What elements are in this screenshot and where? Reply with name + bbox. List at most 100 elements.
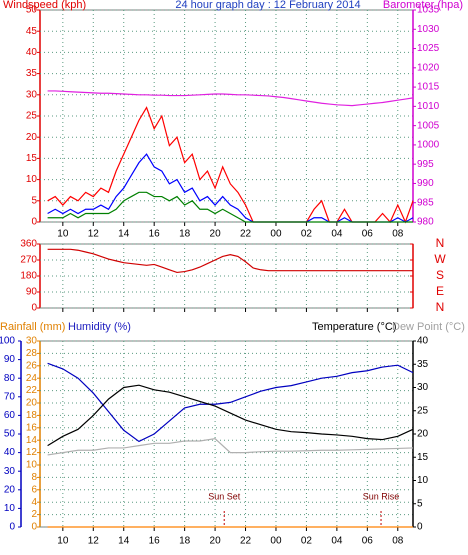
annotation-label: Sun Rise bbox=[363, 491, 400, 501]
y-tick-label: 20 bbox=[26, 132, 38, 143]
y-tick-label: 0 bbox=[31, 303, 37, 314]
y-tick-label: 180 bbox=[20, 271, 37, 282]
y2-tick-label: 1020 bbox=[417, 62, 440, 73]
x-tick-label: 18 bbox=[179, 536, 191, 547]
x-tick-label: 16 bbox=[149, 229, 161, 240]
y2-tick-label: 995 bbox=[417, 159, 434, 170]
y2-tick-label: 0 bbox=[417, 522, 423, 533]
x-tick-label: 18 bbox=[179, 229, 191, 240]
y2-tick-label: 985 bbox=[417, 197, 434, 208]
y2-tick-label: 35 bbox=[417, 359, 429, 370]
y-tick-label: 10 bbox=[26, 460, 38, 471]
x-tick-label: 22 bbox=[240, 536, 252, 547]
y3-tick-label: 50 bbox=[4, 429, 16, 440]
y2-tick-label: 1015 bbox=[417, 82, 440, 93]
y-tick-label: 30 bbox=[26, 89, 38, 100]
x-tick-label: 10 bbox=[57, 536, 69, 547]
y2-tick-label: S bbox=[436, 268, 444, 282]
y2-tick-label: 1010 bbox=[417, 101, 440, 112]
header-label: Temperature (°C) bbox=[312, 321, 396, 333]
x-tick-label: 16 bbox=[149, 536, 161, 547]
x-tick-label: 04 bbox=[331, 536, 343, 547]
y-tick-label: 40 bbox=[26, 47, 38, 58]
series-line bbox=[47, 90, 414, 107]
y3-tick-label: 40 bbox=[4, 447, 16, 458]
y-tick-label: 10 bbox=[26, 174, 38, 185]
y2-tick-label: W bbox=[434, 252, 446, 266]
y-tick-label: 2 bbox=[31, 509, 37, 520]
y2-tick-label: 1025 bbox=[417, 43, 440, 54]
series-line bbox=[47, 438, 414, 456]
x-tick-label: 22 bbox=[240, 229, 252, 240]
x-tick-label: 10 bbox=[57, 229, 69, 240]
y2-tick-label: 25 bbox=[417, 405, 429, 416]
x-tick-label: 04 bbox=[331, 229, 343, 240]
header-label: Windspeed (kph) bbox=[3, 0, 86, 11]
plot-frame bbox=[39, 9, 414, 223]
y2-tick-label: N bbox=[436, 236, 445, 250]
y3-tick-label: 90 bbox=[4, 354, 16, 365]
y2-tick-label: N bbox=[436, 300, 445, 314]
x-tick-label: 20 bbox=[210, 536, 222, 547]
x-tick-label: 00 bbox=[270, 536, 282, 547]
x-tick-label: 02 bbox=[301, 229, 313, 240]
y2-tick-label: 5 bbox=[417, 498, 423, 509]
x-tick-label: 20 bbox=[210, 229, 222, 240]
y2-tick-label: 990 bbox=[417, 178, 434, 189]
y3-tick-label: 100 bbox=[0, 336, 15, 347]
y-tick-label: 28 bbox=[26, 348, 38, 359]
y2-tick-label: 1005 bbox=[417, 120, 440, 131]
x-tick-label: 06 bbox=[362, 536, 374, 547]
header-label: Dew Point (°C) bbox=[392, 321, 465, 333]
x-tick-label: 02 bbox=[301, 536, 313, 547]
series-line bbox=[47, 362, 414, 443]
y-tick-label: 4 bbox=[31, 497, 37, 508]
plot-frame bbox=[39, 340, 414, 528]
x-tick-label: 00 bbox=[270, 229, 282, 240]
y-tick-label: 45 bbox=[26, 26, 38, 37]
y-tick-label: 5 bbox=[31, 195, 37, 206]
y2-tick-label: 1035 bbox=[417, 5, 440, 16]
y3-tick-label: 10 bbox=[4, 503, 16, 514]
y2-tick-label: 1030 bbox=[417, 24, 440, 35]
y-tick-label: 270 bbox=[20, 255, 37, 266]
y2-tick-label: 10 bbox=[417, 475, 429, 486]
series-line bbox=[47, 191, 413, 223]
series-line bbox=[47, 384, 414, 447]
y-tick-label: 26 bbox=[26, 360, 38, 371]
header-label: Barometer (hpa) bbox=[383, 0, 463, 11]
y-tick-label: 0 bbox=[31, 522, 37, 533]
y3-tick-label: 60 bbox=[4, 410, 16, 421]
y-tick-label: 14 bbox=[26, 435, 38, 446]
annotation-label: Sun Set bbox=[208, 491, 241, 501]
y2-tick-label: 980 bbox=[417, 217, 434, 228]
y3-tick-label: 30 bbox=[4, 466, 16, 477]
y-tick-label: 50 bbox=[26, 5, 38, 16]
y-tick-label: 18 bbox=[26, 410, 38, 421]
x-tick-label: 12 bbox=[88, 536, 100, 547]
y3-tick-label: 70 bbox=[4, 391, 16, 402]
y-tick-label: 12 bbox=[26, 447, 38, 458]
x-tick-label: 06 bbox=[362, 229, 374, 240]
y3-tick-label: 0 bbox=[9, 522, 15, 533]
series-line bbox=[47, 248, 413, 274]
y-tick-label: 16 bbox=[26, 422, 38, 433]
plot-frame bbox=[39, 243, 414, 309]
y2-tick-label: 1000 bbox=[417, 140, 440, 151]
y3-tick-label: 80 bbox=[4, 373, 16, 384]
y-tick-label: 8 bbox=[31, 472, 37, 483]
y2-tick-label: E bbox=[436, 284, 444, 298]
x-tick-label: 14 bbox=[118, 536, 130, 547]
header-label: Rainfall (mm) bbox=[0, 321, 65, 333]
y3-tick-label: 20 bbox=[4, 484, 16, 495]
y2-tick-label: 20 bbox=[417, 429, 429, 440]
x-tick-label: 14 bbox=[118, 229, 130, 240]
y-tick-label: 25 bbox=[26, 111, 38, 122]
header-label: Humidity (%) bbox=[68, 321, 131, 333]
y-tick-label: 24 bbox=[26, 373, 38, 384]
y2-tick-label: 40 bbox=[417, 336, 429, 347]
x-tick-label: 12 bbox=[88, 229, 100, 240]
y-tick-label: 35 bbox=[26, 68, 38, 79]
y-tick-label: 15 bbox=[26, 153, 38, 164]
y-tick-label: 30 bbox=[26, 336, 38, 347]
